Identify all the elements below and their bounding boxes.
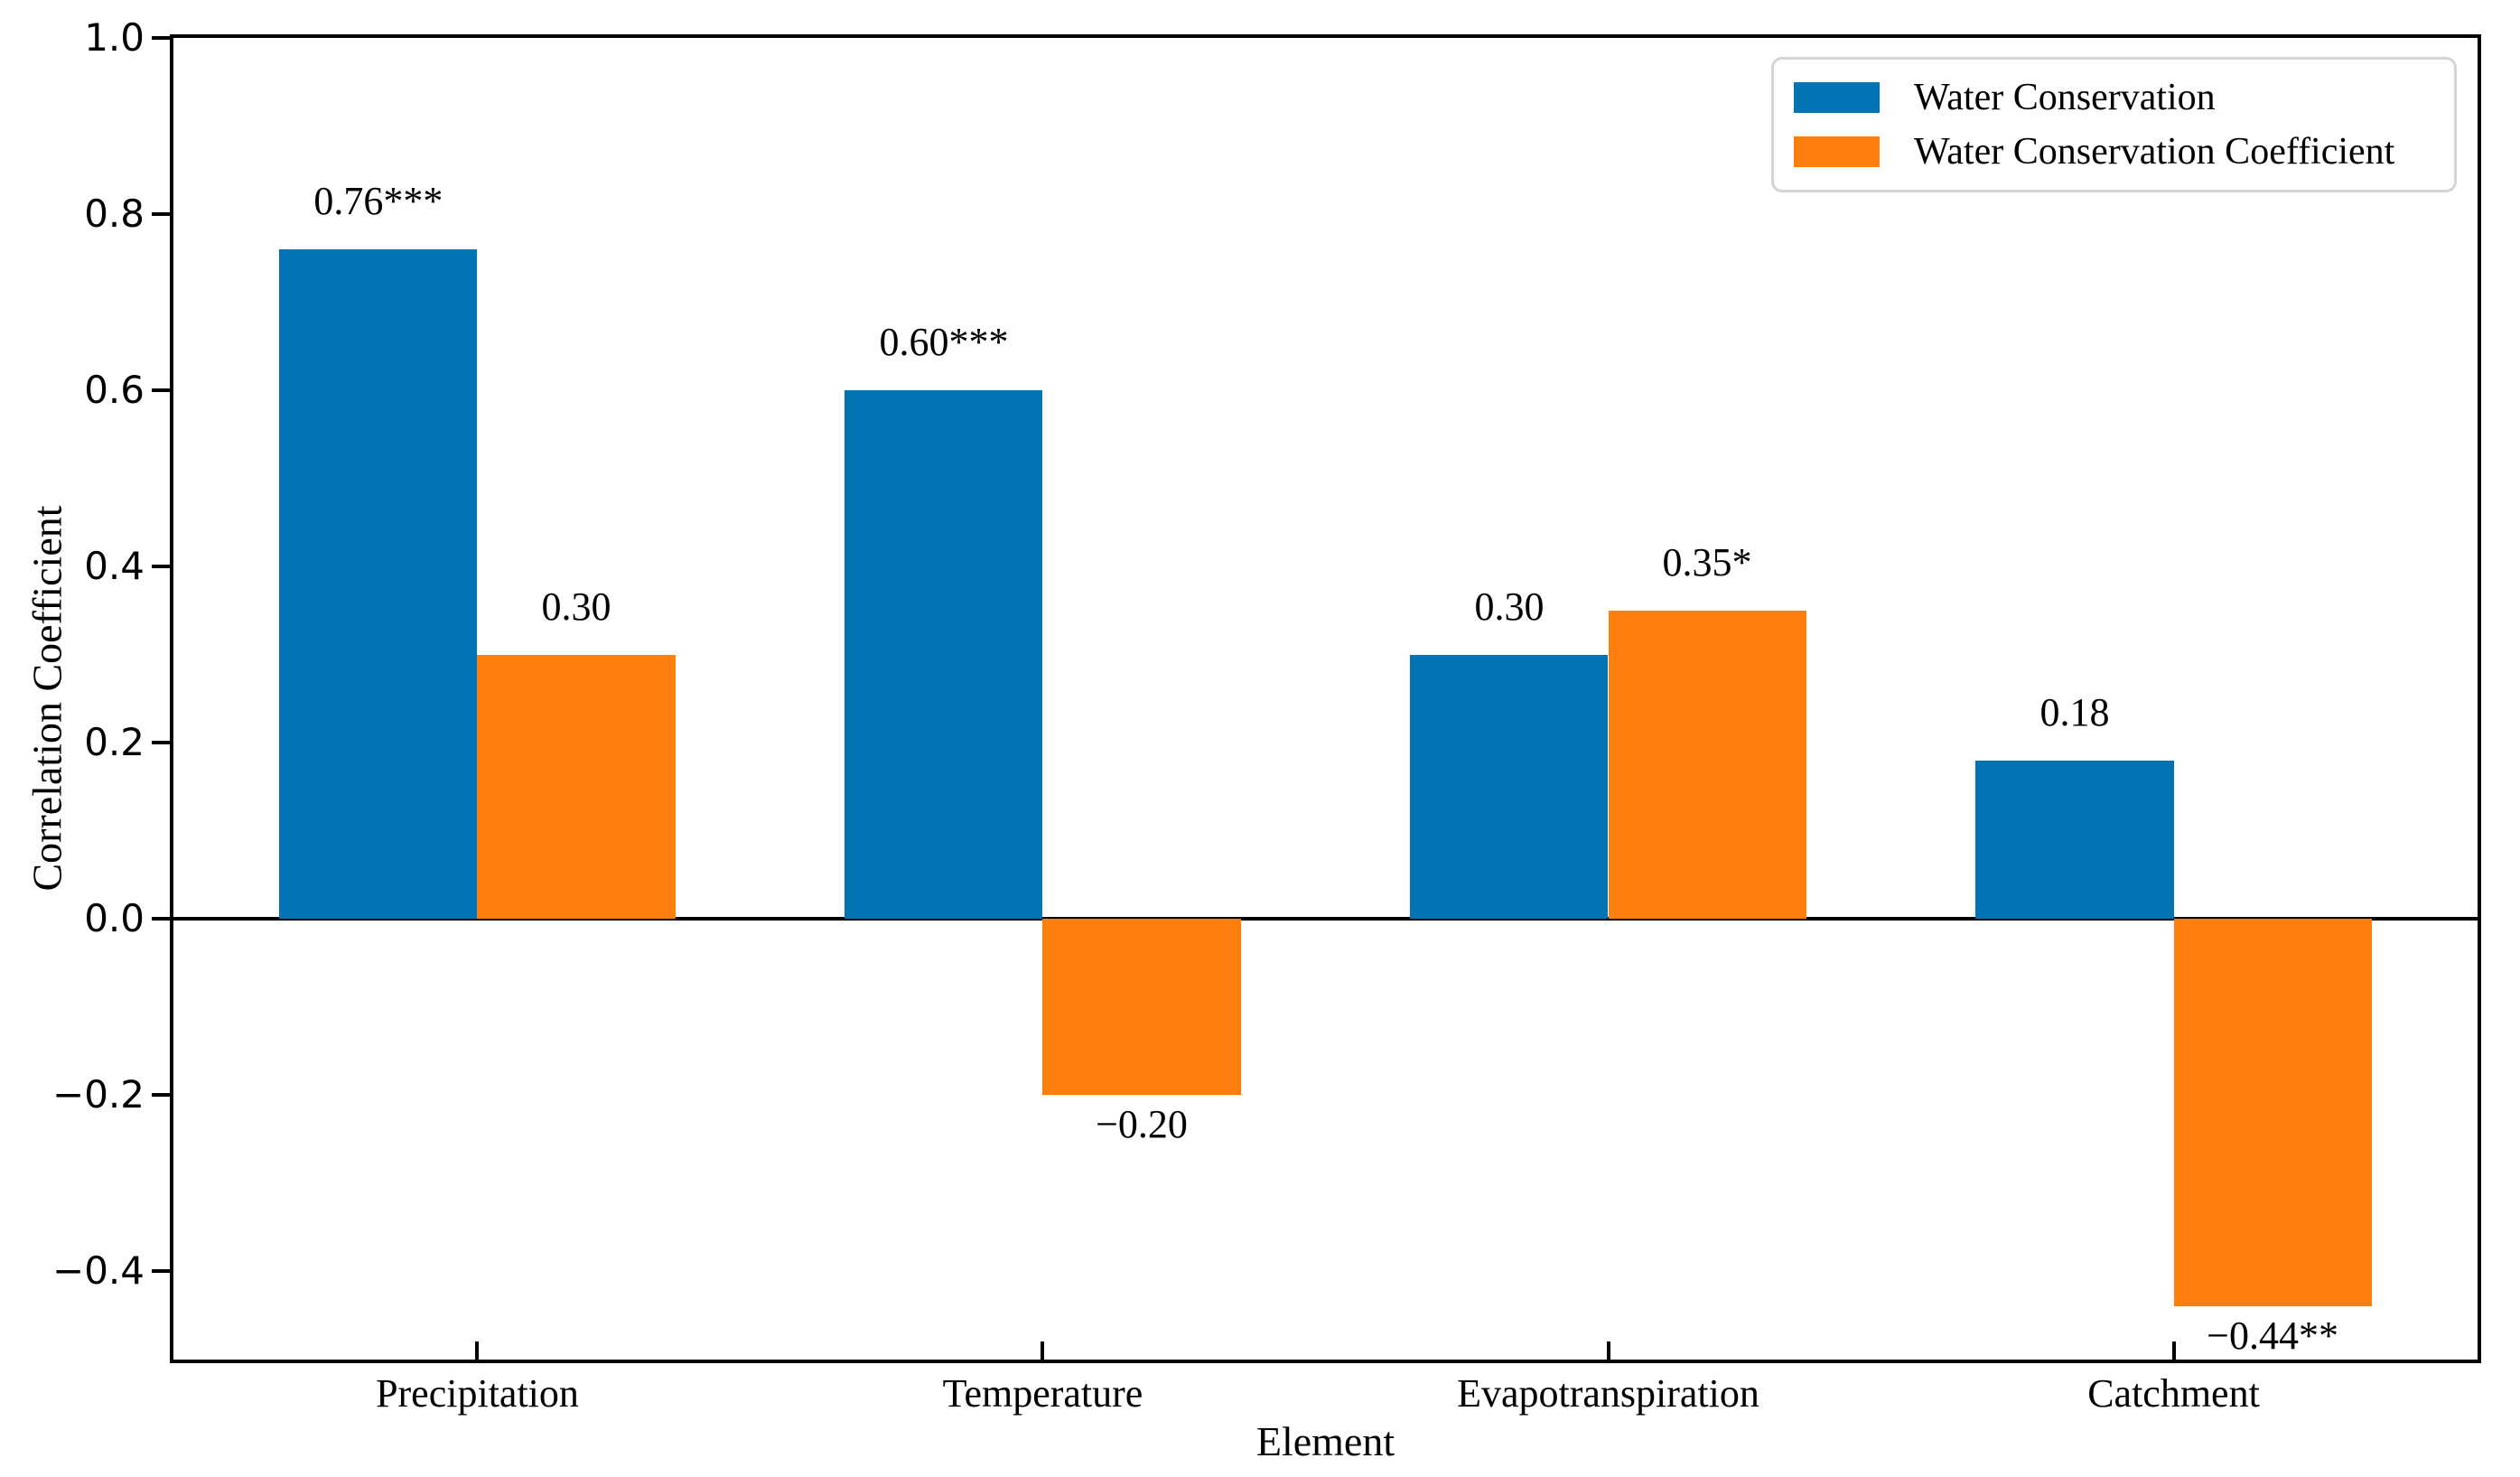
bar-evapotranspiration-water-conservation	[1410, 654, 1609, 920]
legend-label: Water Conservation	[1914, 77, 2216, 118]
bar-value-label: −0.20	[1096, 1102, 1188, 1147]
legend-swatch-water-conservation	[1794, 82, 1880, 113]
zero-line	[173, 917, 2478, 921]
x-tick-mark	[475, 1341, 480, 1360]
bar-value-label: 0.76***	[313, 179, 443, 224]
x-tick-mark	[2171, 1341, 2176, 1360]
x-tick-label-precipitation: Precipitation	[376, 1371, 579, 1416]
y-tick-mark	[152, 1093, 170, 1098]
y-tick-label: 0.4	[84, 544, 145, 589]
y-tick-label: 0.0	[84, 896, 145, 941]
y-tick-mark	[152, 565, 170, 569]
x-tick-mark	[1041, 1341, 1045, 1360]
bar-value-label: 0.35*	[1662, 539, 1752, 584]
bar-value-label: −0.44**	[2207, 1313, 2338, 1359]
bar-catchment-water-conservation-coefficient	[2173, 919, 2372, 1307]
x-tick-label-temperature: Temperature	[942, 1371, 1143, 1416]
y-tick-mark	[152, 1269, 170, 1274]
legend-item-water-conservation: Water Conservation	[1794, 70, 2434, 125]
legend: Water Conservation Water Conservation Coe…	[1771, 57, 2457, 192]
plot-area: 1.0 0.8 0.6 0.4 0.2 0.0 −0.2 −0.4 0.76*** 0.60***…	[52, 15, 2481, 1416]
bar-value-label: 0.30	[541, 584, 611, 629]
bar-precipitation-water-conservation	[279, 249, 478, 920]
y-tick-mark	[152, 212, 170, 217]
x-tick-mark	[1606, 1341, 1610, 1360]
x-axis-title: Element	[1255, 1418, 1395, 1464]
y-tick-label: 1.0	[84, 15, 145, 60]
bar-temperature-water-conservation-coefficient	[1042, 919, 1241, 1096]
y-tick-label: 0.6	[84, 368, 145, 413]
y-tick-label: −0.4	[52, 1248, 145, 1294]
bar-evapotranspiration-water-conservation-coefficient	[1608, 610, 1806, 920]
legend-swatch-water-conservation-coefficient	[1794, 136, 1880, 167]
bar-catchment-water-conservation	[1975, 760, 2174, 920]
bar-value-label: 0.18	[2039, 689, 2110, 734]
y-tick-mark	[152, 388, 170, 393]
y-tick-label: 0.8	[84, 192, 145, 237]
y-tick-label: 0.2	[84, 720, 145, 765]
legend-item-water-conservation-coefficient: Water Conservation Coefficient	[1794, 125, 2434, 179]
legend-label: Water Conservation Coefficient	[1914, 131, 2395, 173]
y-tick-mark	[152, 917, 170, 921]
y-tick-label: −0.2	[52, 1072, 145, 1117]
y-tick-mark	[152, 741, 170, 745]
bar-precipitation-water-conservation-coefficient	[477, 654, 676, 920]
y-tick-mark	[152, 36, 170, 40]
x-tick-label-evapotranspiration: Evapotranspiration	[1457, 1371, 1759, 1416]
bar-value-label: 0.60***	[879, 320, 1009, 365]
bar-temperature-water-conservation	[845, 390, 1043, 920]
bar-value-label: 0.30	[1474, 584, 1545, 629]
x-tick-label-catchment: Catchment	[2087, 1371, 2260, 1416]
